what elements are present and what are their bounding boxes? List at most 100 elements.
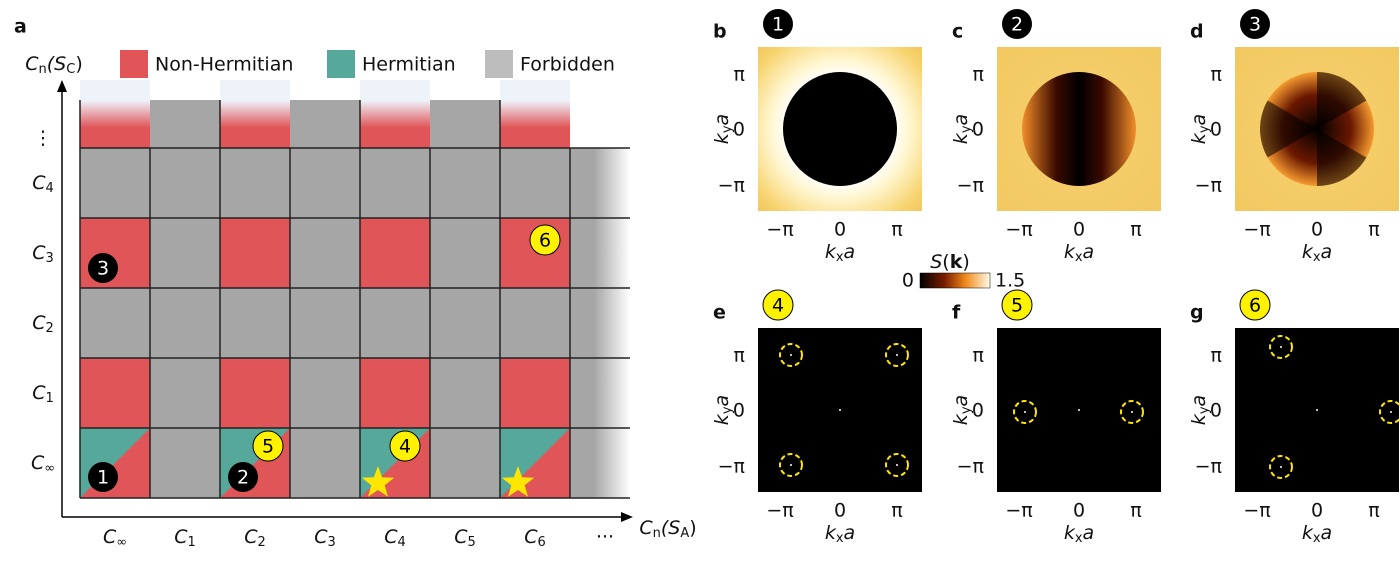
row-label: C4​ — [32, 172, 54, 196]
peak-ring — [779, 343, 803, 367]
legend-swatch — [327, 50, 355, 78]
peak-ring — [779, 453, 803, 477]
legend-swatch — [485, 50, 513, 78]
column-label: C6​ — [524, 526, 546, 550]
x-tick-label: −π — [1005, 500, 1032, 522]
badge-label: 6 — [1249, 295, 1261, 317]
label-part: C — [32, 172, 46, 194]
label-part: C — [32, 382, 46, 404]
x-tick-label: π — [1130, 500, 1141, 522]
badge — [529, 224, 561, 256]
legend-label: Hermitian — [362, 54, 456, 76]
y-tick-label: −π — [718, 456, 745, 478]
badge-label: 2 — [1011, 14, 1023, 36]
label-part: 3 — [46, 251, 54, 266]
label-part: x — [836, 250, 844, 265]
cell — [570, 218, 630, 288]
badge-label: 3 — [97, 258, 109, 280]
x-tick-label: 0 — [834, 500, 846, 522]
panel-label: g — [1190, 302, 1204, 324]
label-part: k — [1302, 522, 1314, 544]
cell — [570, 428, 630, 498]
label-part: C — [103, 526, 117, 548]
badge-label: 6 — [539, 230, 551, 252]
y-axis-label: Cn​(SC​) — [25, 53, 83, 77]
peak — [1390, 411, 1392, 413]
x-tick-label: 0 — [1311, 219, 1323, 241]
badge-label: 5 — [262, 436, 274, 458]
label-part: C — [524, 526, 538, 548]
badge — [762, 289, 794, 321]
badge — [1239, 289, 1271, 321]
badge — [252, 430, 284, 462]
row-label: C∞​ — [31, 452, 55, 476]
panel-label: e — [713, 302, 726, 324]
label-part: C — [66, 62, 75, 77]
label-part: k — [1188, 132, 1210, 144]
label-part: k — [825, 241, 837, 263]
label-part: 1 — [188, 535, 196, 550]
peak — [896, 354, 898, 356]
cell — [500, 358, 570, 428]
label-part: y — [959, 125, 974, 133]
y-tick-label: 0 — [733, 119, 745, 141]
x-tick-label: 0 — [1073, 500, 1085, 522]
label-part: C — [31, 452, 45, 474]
column-label: C1​ — [174, 526, 196, 550]
label-part: 1 — [46, 391, 54, 406]
colorbar — [919, 272, 991, 289]
label-part: y — [720, 406, 735, 414]
label-part: y — [1197, 125, 1212, 133]
label-part: a — [1321, 522, 1333, 544]
cell — [150, 428, 220, 498]
label-part: ∞ — [44, 461, 55, 476]
panel-label: a — [14, 16, 27, 38]
badge — [88, 462, 118, 492]
badge-label: 5 — [1011, 295, 1023, 317]
x-axis-label: kx​a — [825, 522, 855, 546]
label-part: a — [844, 241, 856, 263]
label-part: x — [1075, 250, 1083, 265]
column-label: C5​ — [454, 526, 476, 550]
cell — [220, 80, 290, 148]
label-part: 4 — [46, 181, 54, 196]
row-label: C2​ — [32, 312, 54, 336]
cell — [430, 288, 500, 358]
y-axis-label: ky​a — [711, 395, 735, 425]
colorbar-tick: 0 — [902, 270, 914, 292]
y-tick-label: π — [734, 345, 745, 367]
cell — [80, 80, 150, 148]
cell — [220, 358, 290, 428]
label-part: x — [1313, 531, 1321, 546]
x-axis-label: kx​a — [1064, 241, 1094, 265]
cell — [430, 100, 500, 148]
column-label: ··· — [596, 526, 614, 548]
label-part: 5 — [468, 535, 476, 550]
cell — [150, 100, 220, 148]
y-tick-label: −π — [1195, 456, 1222, 478]
peak — [839, 409, 841, 411]
label-part: x — [1075, 531, 1083, 546]
y-tick-label: 0 — [972, 119, 984, 141]
label-part: n — [653, 526, 661, 541]
cell — [500, 148, 570, 218]
cell — [500, 288, 570, 358]
x-tick-label: π — [1368, 219, 1379, 241]
badge — [88, 253, 118, 283]
density-map — [1022, 72, 1136, 186]
label-part: ) — [75, 53, 82, 75]
label-part: a — [711, 395, 733, 407]
y-axis-label: ky​a — [950, 114, 974, 144]
cell — [150, 218, 220, 288]
peak — [1316, 409, 1318, 411]
label-part: C — [174, 526, 188, 548]
peak-ring — [885, 343, 909, 367]
colorbar-label: S(k) — [930, 251, 970, 273]
cell — [430, 428, 500, 498]
cell — [290, 100, 360, 148]
label-part: a — [711, 114, 733, 126]
panel-label: f — [952, 302, 961, 324]
label-part: 6 — [538, 535, 546, 550]
label-part: k — [1188, 413, 1210, 425]
